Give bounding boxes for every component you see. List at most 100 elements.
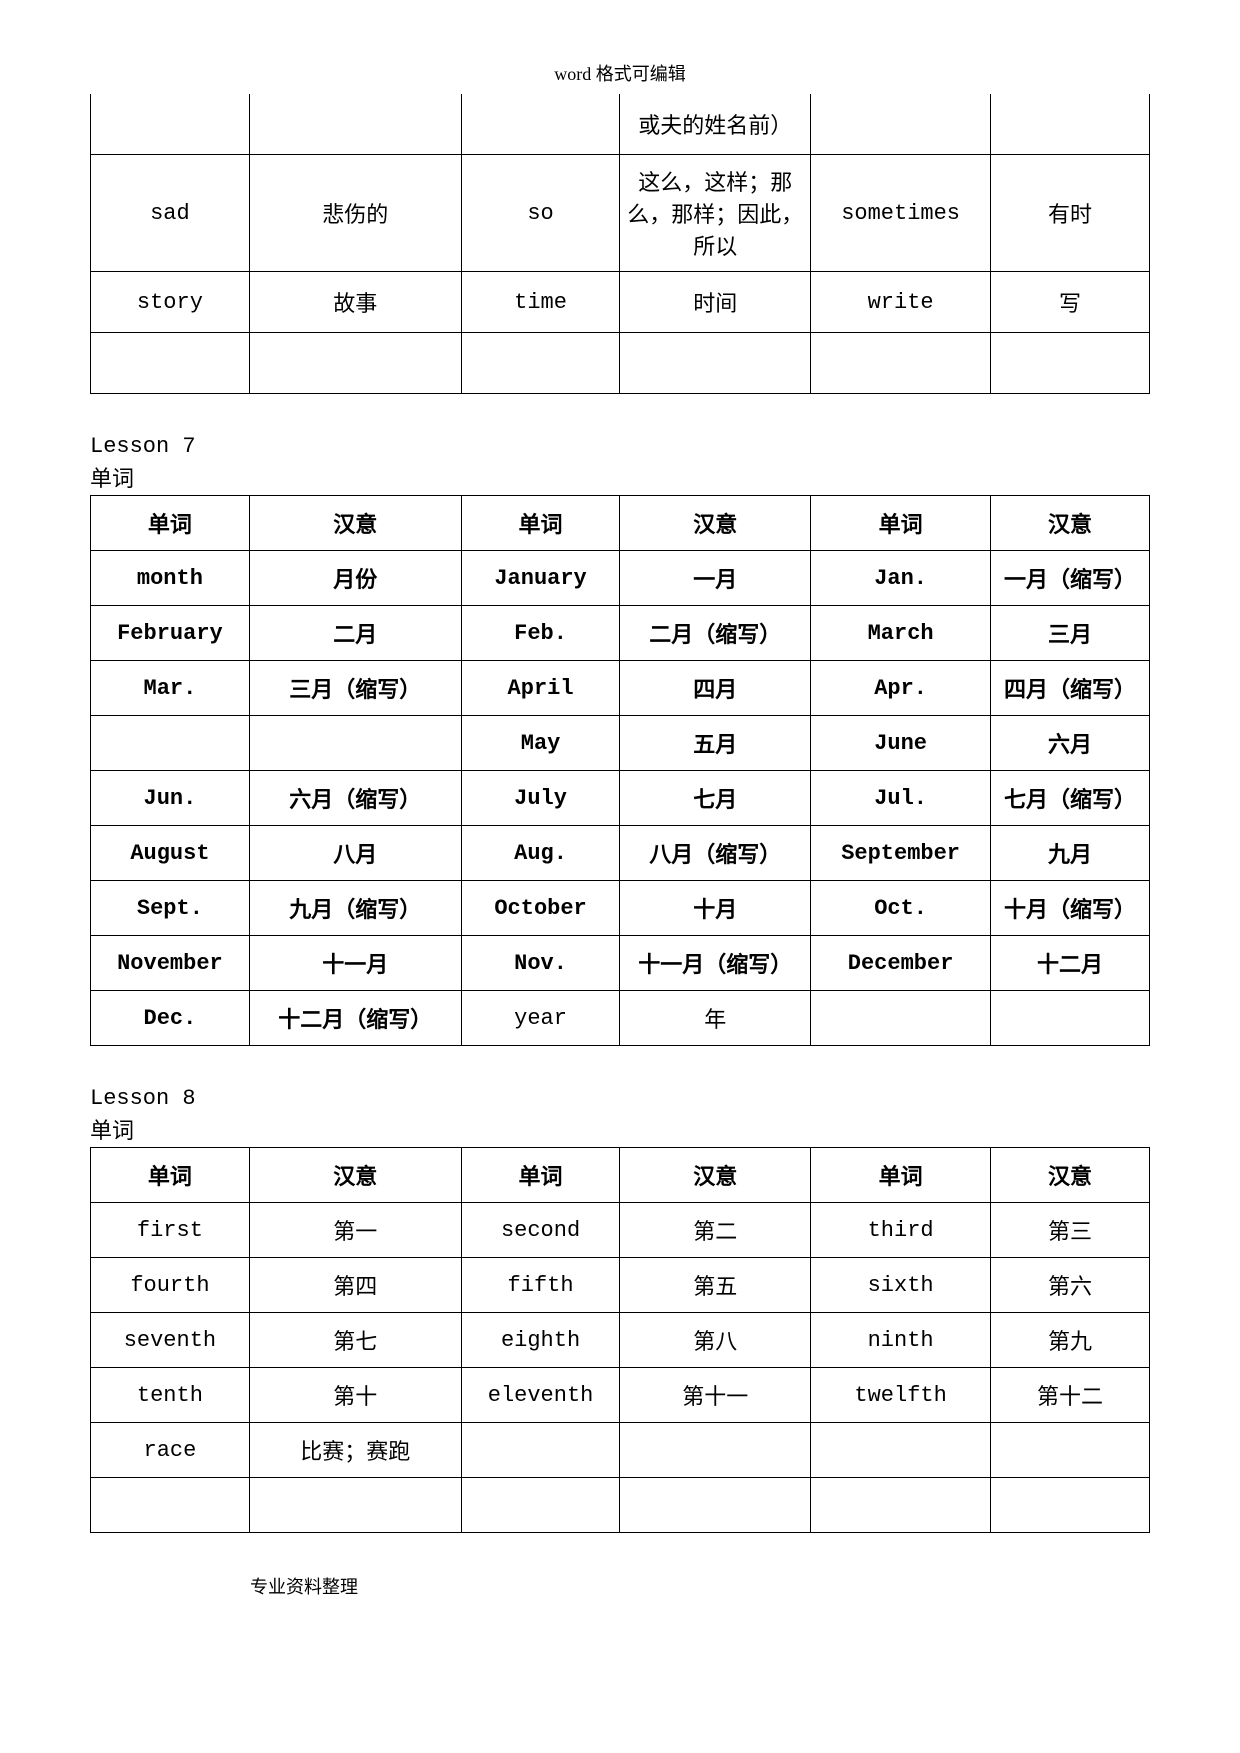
cell: 七月 — [620, 771, 811, 826]
cell: 第五 — [620, 1258, 811, 1313]
cell: 时间 — [620, 272, 811, 333]
header-cell: 单词 — [811, 496, 991, 551]
cell: Sept. — [91, 881, 250, 936]
cell: 十一月 — [249, 936, 461, 991]
cell: Nov. — [461, 936, 620, 991]
page-footer: 专业资料整理 — [250, 1573, 1150, 1599]
cell: October — [461, 881, 620, 936]
cell: January — [461, 551, 620, 606]
cell: 十月（缩写） — [991, 881, 1150, 936]
lesson7-subtitle: 单词 — [90, 461, 1150, 493]
cell: February — [91, 606, 250, 661]
cell: September — [811, 826, 991, 881]
header-cell: 单词 — [91, 496, 250, 551]
cell: third — [811, 1203, 991, 1258]
header-cell: 汉意 — [620, 1148, 811, 1203]
cell: November — [91, 936, 250, 991]
cell: 三月（缩写） — [249, 661, 461, 716]
cell — [620, 333, 811, 394]
cell: sometimes — [811, 155, 991, 272]
cell — [991, 1478, 1150, 1533]
cell: eleventh — [461, 1368, 620, 1423]
cell: twelfth — [811, 1368, 991, 1423]
cell: 写 — [991, 272, 1150, 333]
cell — [620, 1478, 811, 1533]
cell: write — [811, 272, 991, 333]
cell: 第二 — [620, 1203, 811, 1258]
cell: March — [811, 606, 991, 661]
cell: month — [91, 551, 250, 606]
cell: 八月 — [249, 826, 461, 881]
cell — [991, 1423, 1150, 1478]
cell: 或夫的姓名前） — [620, 94, 811, 155]
cell: sixth — [811, 1258, 991, 1313]
lesson8-title: Lesson 8 — [90, 1086, 1150, 1111]
cell: 月份 — [249, 551, 461, 606]
lesson7-table: 单词 汉意 单词 汉意 单词 汉意 month月份January一月Jan.一月… — [90, 495, 1150, 1046]
cell — [91, 94, 250, 155]
cell — [249, 1478, 461, 1533]
cell — [91, 716, 250, 771]
cell — [461, 94, 620, 155]
header-cell: 单词 — [91, 1148, 250, 1203]
cell: 悲伤的 — [249, 155, 461, 272]
cell: 六月（缩写） — [249, 771, 461, 826]
cell — [991, 94, 1150, 155]
cell: Jan. — [811, 551, 991, 606]
cell — [991, 991, 1150, 1046]
cell: 一月 — [620, 551, 811, 606]
cell: 四月（缩写） — [991, 661, 1150, 716]
cell: sad — [91, 155, 250, 272]
cell: 二月（缩写） — [620, 606, 811, 661]
cell — [249, 716, 461, 771]
cell: Jul. — [811, 771, 991, 826]
cell: Oct. — [811, 881, 991, 936]
cell — [620, 1423, 811, 1478]
cell — [461, 1423, 620, 1478]
cell: 二月 — [249, 606, 461, 661]
cell: seventh — [91, 1313, 250, 1368]
cell: Mar. — [91, 661, 250, 716]
cell — [249, 94, 461, 155]
header-cell: 汉意 — [991, 1148, 1150, 1203]
cell: ninth — [811, 1313, 991, 1368]
header-cell: 汉意 — [991, 496, 1150, 551]
cell: second — [461, 1203, 620, 1258]
cell: fifth — [461, 1258, 620, 1313]
cell: 第一 — [249, 1203, 461, 1258]
cell: 一月（缩写） — [991, 551, 1150, 606]
cell — [91, 1478, 250, 1533]
cell: race — [91, 1423, 250, 1478]
cell: 第四 — [249, 1258, 461, 1313]
lesson8-subtitle: 单词 — [90, 1113, 1150, 1145]
header-cell: 单词 — [811, 1148, 991, 1203]
cell: tenth — [91, 1368, 250, 1423]
cell: 第六 — [991, 1258, 1150, 1313]
header-cell: 汉意 — [249, 1148, 461, 1203]
header-cell: 汉意 — [249, 496, 461, 551]
cell: 九月（缩写） — [249, 881, 461, 936]
cell: 这么，这样；那么，那样；因此，所以 — [620, 155, 811, 272]
cell — [461, 333, 620, 394]
cell — [811, 94, 991, 155]
cell: 十二月 — [991, 936, 1150, 991]
cell: June — [811, 716, 991, 771]
cell: fourth — [91, 1258, 250, 1313]
cell: 比赛；赛跑 — [249, 1423, 461, 1478]
cell: Aug. — [461, 826, 620, 881]
cell: so — [461, 155, 620, 272]
cell: 五月 — [620, 716, 811, 771]
cell: 第七 — [249, 1313, 461, 1368]
cell: 有时 — [991, 155, 1150, 272]
cell: 第九 — [991, 1313, 1150, 1368]
cell: July — [461, 771, 620, 826]
header-cell: 单词 — [461, 1148, 620, 1203]
cell: 第十二 — [991, 1368, 1150, 1423]
cell — [811, 1423, 991, 1478]
cell: Apr. — [811, 661, 991, 716]
cell: 第十 — [249, 1368, 461, 1423]
cell — [91, 333, 250, 394]
cell: 十月 — [620, 881, 811, 936]
cell: April — [461, 661, 620, 716]
cell: 年 — [620, 991, 811, 1046]
